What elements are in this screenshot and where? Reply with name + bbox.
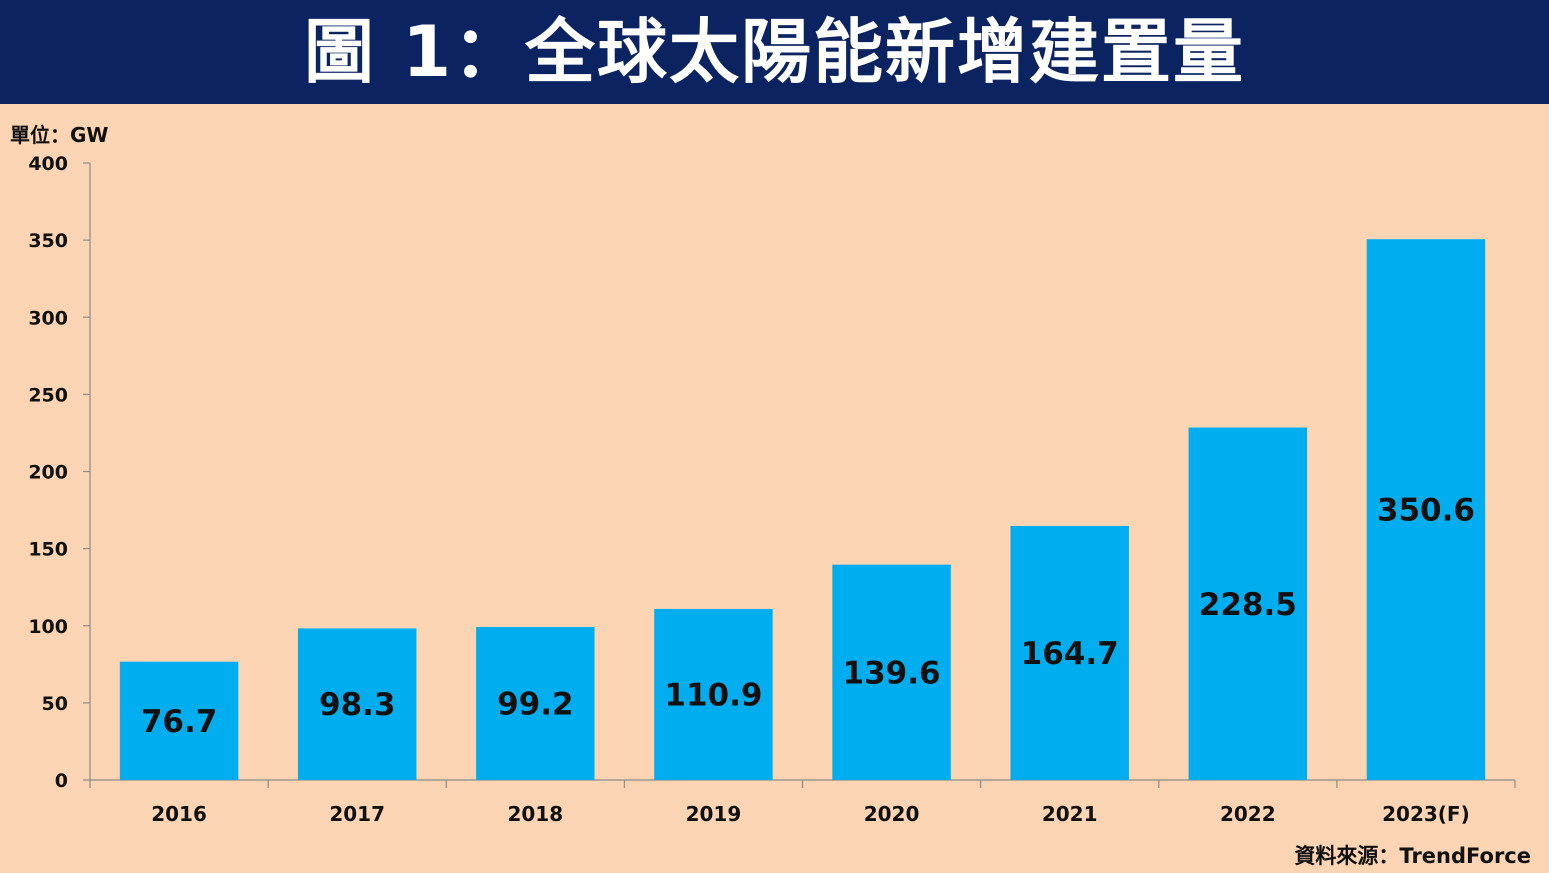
x-tick-label: 2022 — [1220, 802, 1276, 826]
data-label: 228.5 — [1199, 587, 1297, 623]
y-tick-label: 0 — [55, 770, 68, 792]
data-label: 98.3 — [319, 687, 396, 723]
y-tick-label: 400 — [28, 153, 68, 175]
x-tick-label: 2019 — [686, 802, 742, 826]
x-tick-label: 2017 — [329, 802, 385, 826]
y-tick-label: 300 — [28, 307, 68, 329]
chart-title: 圖 1：全球太陽能新增建置量 — [303, 11, 1246, 93]
x-tick-label: 2018 — [507, 802, 563, 826]
title-banner: 圖 1：全球太陽能新增建置量 — [0, 0, 1549, 104]
x-tick-label: 2016 — [151, 802, 207, 826]
data-label: 110.9 — [664, 677, 762, 713]
data-label: 164.7 — [1021, 636, 1119, 672]
source-label: 資料來源：TrendForce — [1294, 844, 1531, 868]
y-tick-label: 250 — [28, 384, 68, 406]
x-axis: 2016 2017 2018 2019 2020 2021 2022 2023(F) — [89, 779, 1516, 826]
y-axis: 0 50 100 150 200 250 300 350 400 — [28, 153, 91, 792]
data-label: 76.7 — [141, 704, 218, 740]
bar — [832, 564, 951, 780]
bar — [654, 608, 773, 780]
bar — [1188, 427, 1308, 780]
data-label: 350.6 — [1377, 493, 1475, 529]
data-label: 99.2 — [497, 686, 574, 722]
bar — [476, 626, 595, 780]
data-label: 139.6 — [843, 655, 941, 691]
bar — [1010, 525, 1129, 780]
y-tick-label: 100 — [28, 616, 68, 638]
bar — [1366, 239, 1486, 781]
bar — [119, 661, 239, 780]
y-tick-label: 150 — [28, 539, 68, 561]
bar — [297, 628, 417, 780]
bars — [119, 239, 1486, 781]
x-tick-label: 2023(F) — [1382, 802, 1470, 826]
x-tick-label: 2021 — [1042, 802, 1098, 826]
y-tick-label: 350 — [28, 230, 68, 252]
data-labels: 76.7 98.3 99.2 110.9 139.6 164.7 228.5 350.6 — [141, 493, 1475, 740]
unit-label: 單位：GW — [10, 123, 109, 147]
x-tick-label: 2020 — [864, 802, 920, 826]
y-tick-label: 200 — [28, 462, 68, 484]
y-tick-label: 50 — [42, 693, 68, 715]
